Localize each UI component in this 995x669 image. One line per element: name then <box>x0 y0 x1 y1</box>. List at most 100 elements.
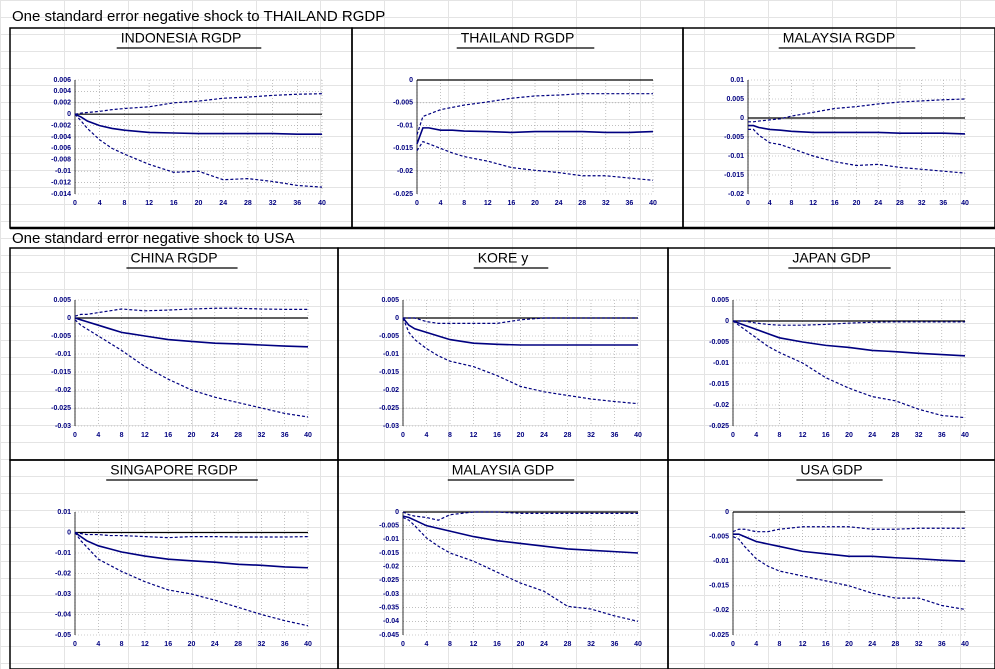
chart-title: SINGAPORE RGDP <box>110 462 238 478</box>
x-tick-label: 20 <box>845 641 853 648</box>
x-tick-label: 36 <box>611 641 619 648</box>
x-tick-label: 0 <box>73 200 77 207</box>
x-tick-label: 12 <box>141 641 149 648</box>
x-tick-label: 28 <box>244 200 252 207</box>
y-tick-label: -0.025 <box>709 632 729 639</box>
y-tick-label: -0.02 <box>383 564 399 571</box>
y-tick-label: 0 <box>67 315 71 322</box>
series-line <box>416 93 653 135</box>
x-tick-label: 12 <box>141 432 149 439</box>
x-tick-label: 4 <box>754 641 758 648</box>
chart-title: JAPAN GDP <box>792 250 870 266</box>
y-tick-label: -0.01 <box>397 122 413 129</box>
y-tick-label: -0.015 <box>393 145 413 152</box>
x-tick-label: 28 <box>892 432 900 439</box>
x-tick-label: 36 <box>939 200 947 207</box>
y-tick-label: -0.005 <box>709 533 729 540</box>
series-line <box>74 307 308 317</box>
x-tick-label: 4 <box>768 200 772 207</box>
y-tick-label: 0.005 <box>381 297 399 304</box>
x-tick-label: 12 <box>470 432 478 439</box>
y-tick-label: -0.01 <box>55 351 71 358</box>
y-tick-label: -0.015 <box>709 583 729 590</box>
y-tick-label: -0.01 <box>55 550 71 557</box>
y-tick-label: -0.035 <box>379 605 399 612</box>
series-line <box>74 319 309 418</box>
y-tick-label: -0.015 <box>724 172 744 179</box>
x-tick-label: 32 <box>587 432 595 439</box>
x-tick-label: 28 <box>234 641 242 648</box>
y-tick-label: 0.002 <box>53 100 71 107</box>
series-line <box>733 320 965 326</box>
y-tick-label: -0.015 <box>709 381 729 388</box>
y-tick-label: -0.04 <box>383 618 399 625</box>
chart-title: MALAYSIA RGDP <box>783 30 896 46</box>
x-tick-label: 0 <box>746 200 750 207</box>
x-tick-label: 28 <box>564 432 572 439</box>
x-tick-label: 36 <box>626 200 634 207</box>
y-tick-label: -0.025 <box>379 577 399 584</box>
section-title: One standard error negative shock to USA <box>12 230 295 247</box>
x-tick-label: 16 <box>831 200 839 207</box>
chart-title: INDONESIA RGDP <box>121 30 242 46</box>
x-tick-label: 16 <box>170 200 178 207</box>
y-tick-label: -0.03 <box>55 591 71 598</box>
x-tick-label: 20 <box>853 200 861 207</box>
x-tick-label: 20 <box>517 641 525 648</box>
y-tick-label: -0.03 <box>383 591 399 598</box>
series-line <box>402 515 639 554</box>
x-tick-label: 8 <box>777 432 781 439</box>
x-tick-label: 40 <box>634 432 642 439</box>
y-tick-label: -0.025 <box>393 191 413 198</box>
x-tick-label: 24 <box>540 641 548 648</box>
x-tick-label: 12 <box>470 641 478 648</box>
panel-border <box>682 27 995 229</box>
y-tick-label: -0.025 <box>51 405 71 412</box>
x-tick-label: 40 <box>634 641 642 648</box>
y-tick-label: 0 <box>67 529 71 536</box>
x-tick-label: 16 <box>822 641 830 648</box>
y-tick-label: -0.03 <box>383 423 399 430</box>
series-line <box>74 113 322 135</box>
x-tick-label: 0 <box>731 641 735 648</box>
x-tick-label: 20 <box>517 432 525 439</box>
x-tick-label: 8 <box>122 200 126 207</box>
x-tick-label: 32 <box>258 432 266 439</box>
series-line <box>403 317 638 324</box>
chart-title: KORE y <box>478 250 529 266</box>
y-tick-label: -0.02 <box>55 570 71 577</box>
x-tick-label: 12 <box>809 200 817 207</box>
chart-title: MALAYSIA GDP <box>452 462 554 478</box>
y-tick-label: -0.02 <box>383 387 399 394</box>
x-tick-label: 40 <box>961 432 969 439</box>
y-tick-label: -0.015 <box>51 369 71 376</box>
x-tick-label: 40 <box>304 641 312 648</box>
x-tick-label: 28 <box>892 641 900 648</box>
series-line <box>74 93 323 115</box>
y-tick-label: -0.045 <box>379 632 399 639</box>
x-tick-label: 40 <box>961 641 969 648</box>
chart-title: CHINA RGDP <box>130 250 217 266</box>
x-tick-label: 8 <box>789 200 793 207</box>
x-tick-label: 20 <box>845 432 853 439</box>
y-tick-label: -0.01 <box>728 153 744 160</box>
x-tick-label: 0 <box>73 432 77 439</box>
x-tick-label: 0 <box>731 432 735 439</box>
y-tick-label: 0 <box>409 77 413 84</box>
x-tick-label: 40 <box>649 200 657 207</box>
y-tick-label: -0.005 <box>51 333 71 340</box>
y-tick-label: -0.002 <box>51 122 71 129</box>
series-line <box>732 320 966 357</box>
series-line <box>748 124 966 135</box>
x-tick-label: 16 <box>508 200 516 207</box>
x-tick-label: 28 <box>896 200 904 207</box>
series-line <box>732 536 966 611</box>
x-tick-label: 16 <box>493 432 501 439</box>
y-tick-label: 0.006 <box>53 77 71 84</box>
x-tick-label: 0 <box>73 641 77 648</box>
x-tick-label: 12 <box>799 432 807 439</box>
x-tick-label: 24 <box>868 432 876 439</box>
x-tick-label: 0 <box>415 200 419 207</box>
y-tick-label: 0 <box>725 509 729 516</box>
y-tick-label: -0.005 <box>393 100 413 107</box>
